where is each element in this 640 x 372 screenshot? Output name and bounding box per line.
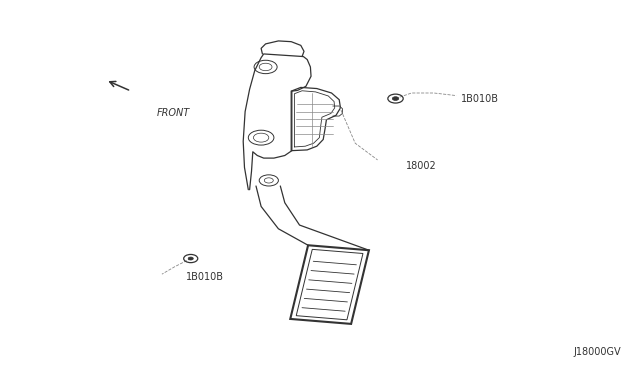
Text: 1B010B: 1B010B — [461, 94, 499, 103]
Circle shape — [392, 97, 399, 100]
Text: J18000GV: J18000GV — [573, 347, 621, 357]
Text: FRONT: FRONT — [157, 109, 190, 118]
Text: 1B010B: 1B010B — [186, 272, 223, 282]
Text: 18002: 18002 — [406, 161, 437, 170]
Circle shape — [188, 257, 193, 260]
